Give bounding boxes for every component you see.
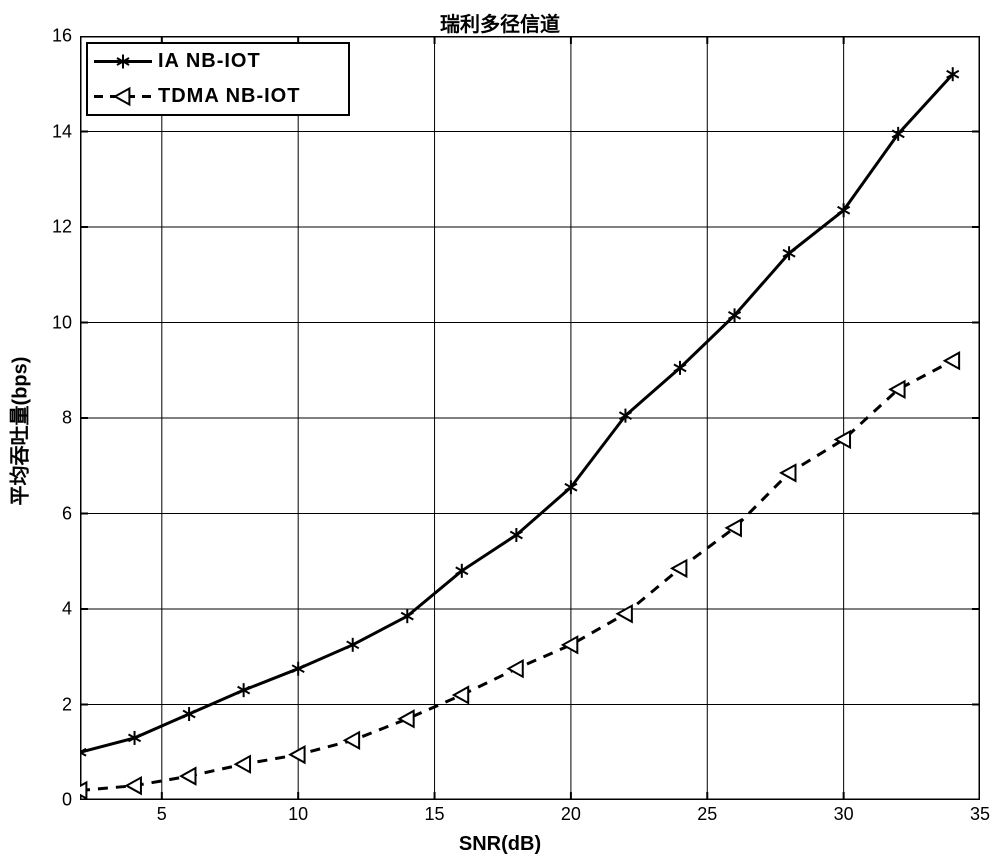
legend-label: IA NB-IOT (158, 50, 261, 73)
x-tick-label: 30 (834, 804, 854, 825)
legend-item: TDMA NB-IOT (88, 79, 348, 114)
legend-swatch-icon (88, 79, 158, 114)
legend-swatch-icon (88, 44, 158, 79)
x-tick-label: 35 (970, 804, 990, 825)
x-tick-label: 25 (697, 804, 717, 825)
legend-item: IA NB-IOT (88, 44, 348, 79)
y-tick-label: 6 (62, 503, 72, 524)
y-tick-label: 12 (52, 217, 72, 238)
y-tick-label: 0 (62, 790, 72, 811)
chart-plot-area (80, 36, 980, 800)
y-tick-label: 14 (52, 121, 72, 142)
y-tick-label: 10 (52, 312, 72, 333)
x-tick-label: 10 (288, 804, 308, 825)
x-tick-label: 15 (425, 804, 445, 825)
y-tick-label: 16 (52, 26, 72, 47)
chart-container: 瑞利多径信道 平均吞吐量(bps) SNR(dB) IA NB-IOT TDMA … (0, 0, 1000, 862)
legend-label: TDMA NB-IOT (158, 85, 300, 108)
chart-title: 瑞利多径信道 (0, 8, 1000, 37)
y-axis-label: 平均吞吐量(bps) (4, 357, 33, 506)
x-tick-label: 20 (561, 804, 581, 825)
x-tick-label: 5 (157, 804, 167, 825)
x-axis-label: SNR(dB) (0, 833, 1000, 856)
series-line-ia-nb-iot (80, 74, 953, 752)
chart-legend: IA NB-IOT TDMA NB-IOT (86, 42, 350, 116)
y-tick-label: 4 (62, 599, 72, 620)
y-tick-label: 2 (62, 694, 72, 715)
series-line-tdma-nb-iot (80, 361, 953, 791)
y-tick-label: 8 (62, 408, 72, 429)
